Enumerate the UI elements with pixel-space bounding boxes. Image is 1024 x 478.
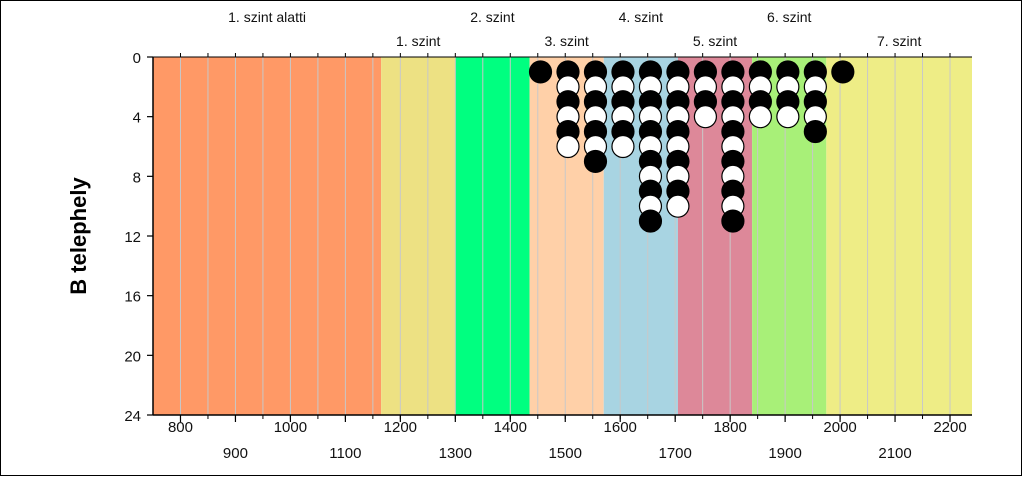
marker-white bbox=[776, 105, 800, 129]
marker-white bbox=[693, 105, 718, 129]
x-tick-label: 1900 bbox=[768, 445, 801, 462]
x-tick-label: 2000 bbox=[823, 419, 856, 436]
band-label: 7. szint bbox=[877, 33, 921, 49]
x-tick-label: 1100 bbox=[329, 445, 361, 462]
band-label: 2. szint bbox=[470, 9, 514, 25]
markers-layer bbox=[528, 60, 855, 233]
marker-black bbox=[638, 209, 663, 233]
y-tick-label: 20 bbox=[124, 348, 141, 365]
marker-black bbox=[831, 60, 855, 84]
x-tick-label: 1500 bbox=[549, 445, 582, 462]
marker-white bbox=[556, 134, 580, 159]
band-label: 1. szint bbox=[396, 33, 440, 49]
y-tick-label: 4 bbox=[133, 110, 141, 127]
marker-white bbox=[611, 134, 635, 159]
band-label: 6. szint bbox=[767, 9, 811, 25]
x-tick-label: 900 bbox=[223, 445, 248, 462]
y-tick-label: 24 bbox=[124, 408, 141, 425]
y-tick-label: 0 bbox=[133, 50, 141, 67]
y-tick-label: 16 bbox=[124, 289, 141, 306]
band-rect bbox=[153, 57, 382, 415]
marker-black bbox=[583, 149, 608, 174]
band-rect bbox=[826, 57, 972, 415]
marker-white bbox=[748, 105, 772, 129]
band-rect bbox=[381, 57, 456, 415]
x-tick-label: 800 bbox=[168, 419, 193, 436]
x-tick-label: 1600 bbox=[604, 419, 637, 436]
y-tick-label: 12 bbox=[124, 229, 141, 246]
labels-layer: 1. szint alatti 1. szint 2. szint 3. szint 4… bbox=[124, 9, 966, 462]
axes-layer bbox=[147, 53, 972, 422]
band-label: 5. szint bbox=[693, 33, 737, 49]
band-label: 1. szint alatti bbox=[228, 9, 306, 25]
x-tick-label: 1400 bbox=[494, 419, 527, 436]
x-tick-label: 1700 bbox=[658, 445, 691, 462]
x-tick-label: 2200 bbox=[933, 419, 966, 436]
x-tick-label: 1000 bbox=[274, 419, 307, 436]
band-label: 4. szint bbox=[619, 9, 663, 25]
x-tick-label: 1200 bbox=[384, 419, 417, 436]
x-tick-label: 1800 bbox=[713, 419, 746, 436]
x-tick-label: 2100 bbox=[878, 445, 911, 462]
band-rect bbox=[455, 57, 530, 415]
grid-layer bbox=[179, 57, 951, 415]
marker-black bbox=[721, 209, 745, 233]
marker-white bbox=[666, 194, 690, 218]
marker-black bbox=[803, 119, 827, 144]
y-tick-label: 8 bbox=[133, 169, 141, 186]
band-label: 3. szint bbox=[544, 33, 588, 49]
x-tick-label: 1300 bbox=[439, 445, 472, 462]
y-axis-title: B telephely bbox=[66, 177, 91, 295]
marker-black bbox=[528, 60, 553, 84]
